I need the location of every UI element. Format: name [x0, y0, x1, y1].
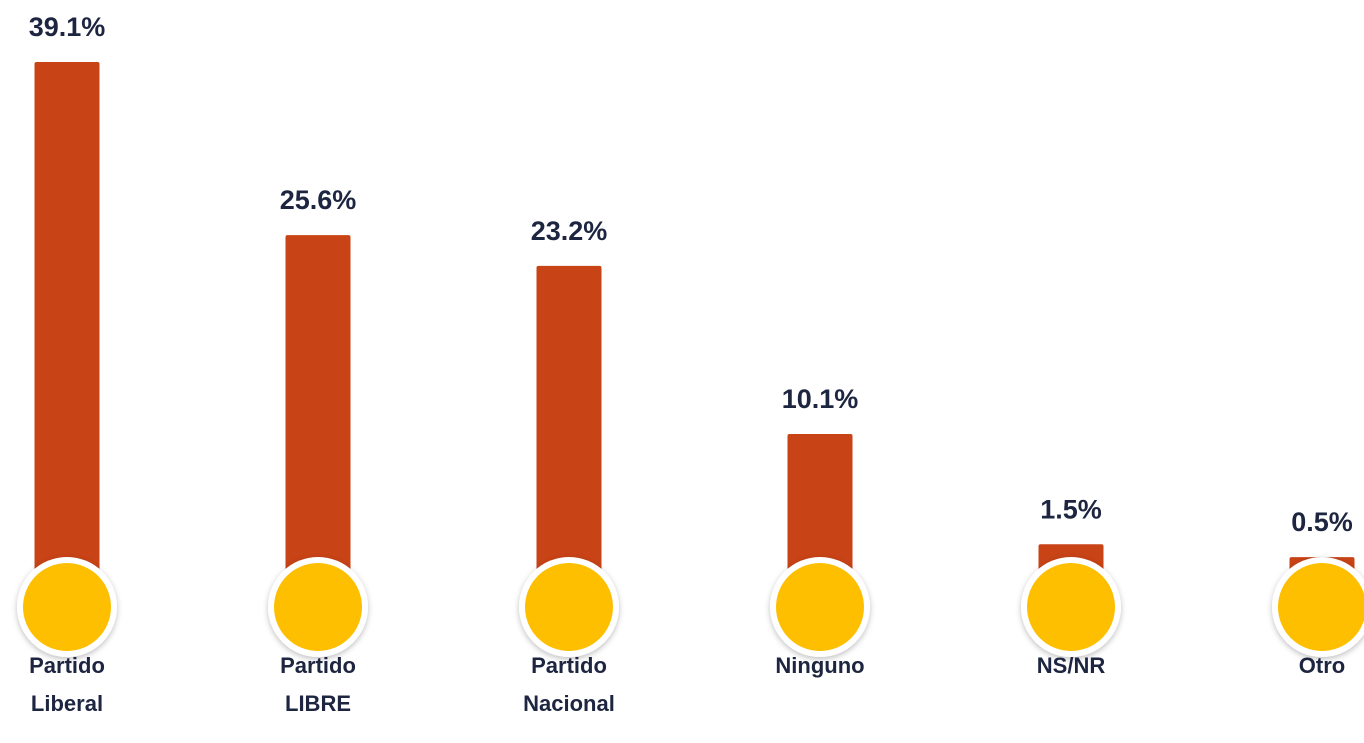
- bar: [536, 265, 602, 574]
- bar: [285, 235, 351, 574]
- value-label: 10.1%: [782, 384, 859, 414]
- value-label: 23.2%: [531, 216, 608, 246]
- category-label: Partido Nacional: [523, 653, 615, 716]
- category-label: NS/NR: [1036, 653, 1106, 678]
- value-label: 39.1%: [29, 12, 106, 42]
- category-label: Otro: [1298, 653, 1346, 678]
- marker: [23, 563, 111, 651]
- category-label: Partido Liberal: [29, 653, 105, 716]
- marker: [274, 563, 362, 651]
- marker: [1027, 563, 1115, 651]
- category-label: Ninguno: [775, 653, 865, 678]
- value-label: 1.5%: [1040, 494, 1102, 524]
- value-label: 0.5%: [1291, 507, 1353, 537]
- value-label: 25.6%: [280, 185, 357, 215]
- bar: [34, 62, 100, 574]
- marker: [776, 563, 864, 651]
- marker: [1278, 563, 1364, 651]
- marker: [525, 563, 613, 651]
- bar: [787, 433, 853, 574]
- category-label: Partido LIBRE: [280, 653, 356, 716]
